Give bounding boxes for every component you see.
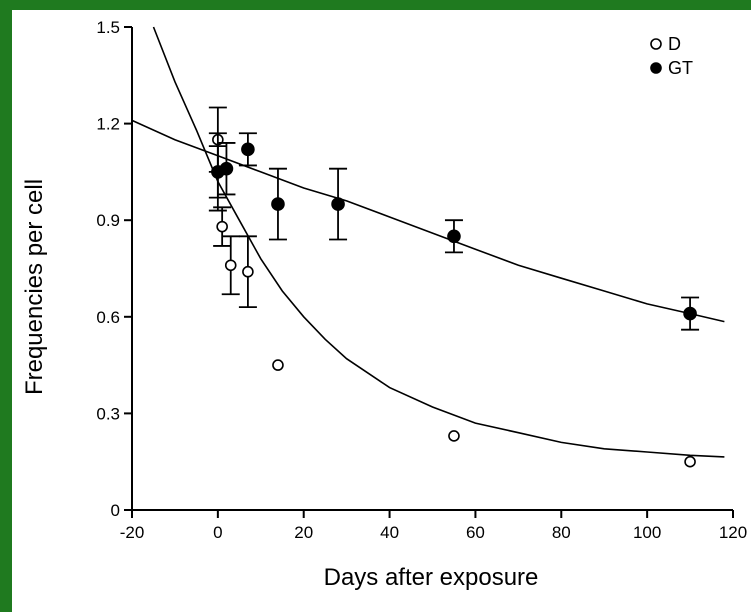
x-tick-label: 100 [633, 523, 661, 542]
x-tick-label: 20 [294, 523, 313, 542]
data-point-gt [683, 306, 697, 321]
y-tick-label: 0.9 [96, 211, 120, 230]
data-point-d [448, 430, 460, 442]
legend-marker-d [650, 38, 662, 50]
data-point-d [216, 220, 228, 233]
legend-label-gt: GT [668, 58, 693, 78]
y-tick-label: 0.3 [96, 404, 120, 423]
fit-curves [131, 26, 725, 458]
figure-frame: -20 0 20 40 60 80 100 120 0 0.3 0.6 0.9 1.2 1.5 D GT D… [12, 10, 751, 612]
y-tick-label: 0 [111, 501, 120, 520]
fit-curve-d [152, 26, 725, 458]
y-tick-label: 0.6 [96, 308, 120, 327]
data-point-d [242, 265, 254, 278]
y-tick-label: 1.2 [96, 115, 120, 134]
data-point-gt [241, 142, 255, 157]
y-axis-title: Frequencies per cell [21, 179, 48, 395]
data-point-d [272, 359, 284, 371]
legend-marker-gt [650, 62, 662, 74]
x-tick-label: 120 [719, 523, 747, 542]
legend-label-d: D [668, 34, 681, 54]
x-tick-label: 40 [380, 523, 399, 542]
fit-curve-gt [131, 119, 725, 323]
x-tick-label: 0 [213, 523, 222, 542]
data-point-d [224, 259, 237, 272]
x-tick-label: -20 [120, 523, 145, 542]
x-axis-title: Days after exposure [324, 564, 539, 591]
x-tick-label: 80 [552, 523, 571, 542]
data-point-gt [271, 197, 285, 211]
data-point-d [684, 455, 696, 468]
y-tick-label: 1.5 [96, 18, 120, 37]
data-point-gt [447, 229, 461, 244]
data-point-gt [331, 197, 345, 211]
legend: D GT [650, 34, 693, 78]
data-point-gt [219, 161, 234, 176]
data-points [208, 106, 700, 468]
x-tick-label: 60 [466, 523, 485, 542]
